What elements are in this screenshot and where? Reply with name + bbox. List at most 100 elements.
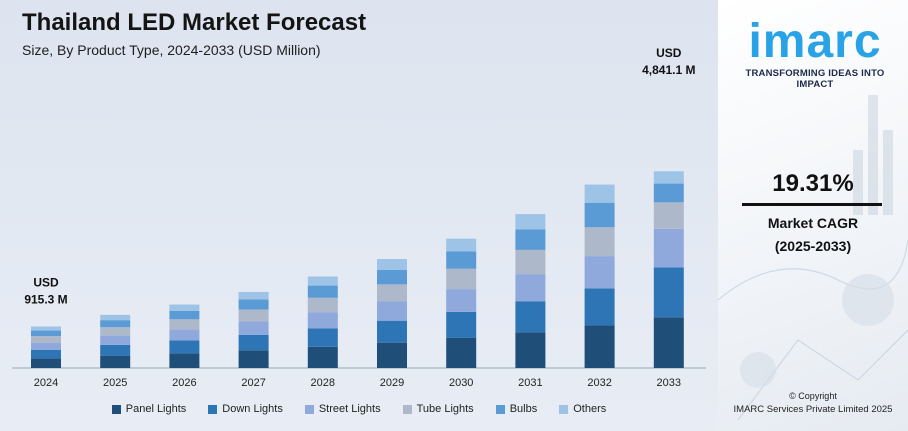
bar-segment-2032-others (584, 184, 615, 203)
total-annotation-2033: USD (656, 46, 682, 60)
bar-segment-2029-street-lights (377, 301, 407, 321)
legend-item: Down Lights (208, 403, 283, 415)
total-annotation-2024: USD (33, 275, 59, 289)
x-tick-label: 2027 (241, 377, 265, 389)
bar-segment-2028-panel-lights (307, 346, 338, 368)
copyright-text: © Copyright (789, 391, 837, 401)
company-text: IMARC Services Private Limited 2025 (733, 404, 893, 415)
legend-item: Others (559, 403, 606, 415)
total-annotation-2024: 915.3 M (24, 292, 67, 306)
legend-label: Bulbs (509, 403, 538, 415)
x-tick-label: 2024 (34, 377, 58, 389)
legend-swatch (208, 404, 218, 414)
bar-segment-2026-others (169, 304, 200, 311)
bar-segment-2031-others (515, 214, 546, 230)
legend-swatch (304, 404, 314, 414)
bar-segment-2030-bulbs (446, 251, 477, 269)
cagr-value: 19.31% (772, 170, 854, 197)
chart-title: Thailand LED Market Forecast (22, 9, 367, 36)
bar-segment-2029-bulbs (377, 269, 407, 285)
bar-segment-2031-down-lights (515, 301, 546, 333)
bar-segment-2027-others (238, 291, 269, 300)
bar-segment-2030-down-lights (446, 311, 477, 338)
legend-label: Others (573, 403, 607, 415)
bar-segment-2031-bulbs (515, 229, 546, 250)
bar-segment-2028-others (307, 276, 338, 286)
bar-segment-2026-bulbs (169, 310, 200, 320)
legend-swatch (559, 404, 569, 414)
bar-segment-2033-tube-lights (653, 202, 684, 229)
legend-swatch (402, 404, 412, 414)
cagr-period: (2025-2033) (774, 238, 852, 254)
legend-label: Panel Lights (125, 403, 187, 415)
chart-legend: Panel Lights Down Lights Street Lights Tube… (0, 403, 718, 415)
x-tick-label: 2028 (311, 377, 335, 389)
x-tick-label: 2026 (172, 377, 196, 389)
total-annotation-2033: 4,841.1 M (642, 63, 695, 77)
bar-segment-2025-down-lights (100, 344, 131, 356)
bar-segment-2033-street-lights (653, 228, 684, 268)
bar-segment-2032-panel-lights (584, 325, 615, 368)
bar-segment-2025-tube-lights (100, 327, 131, 336)
bar-segment-2024-bulbs (31, 330, 61, 337)
bar-segment-2025-street-lights (100, 335, 131, 345)
legend-label: Street Lights (318, 403, 381, 415)
bar-segment-2033-down-lights (653, 267, 684, 318)
chart-panel: Thailand LED Market Forecast Size, By Pr… (0, 0, 718, 431)
x-tick-label: 2030 (449, 377, 473, 389)
bar-segment-2026-panel-lights (169, 353, 200, 368)
bar-segment-2025-panel-lights (100, 355, 131, 368)
bar-segment-2027-bulbs (238, 299, 269, 310)
bar-segment-2030-street-lights (446, 289, 477, 312)
bar-segment-2028-down-lights (307, 328, 338, 347)
bar-segment-2026-tube-lights (169, 319, 200, 330)
cagr-label: Market CAGR (767, 215, 859, 231)
bar-segment-2033-panel-lights (653, 317, 684, 368)
x-tick-label: 2031 (518, 377, 542, 389)
bar-segment-2024-others (31, 326, 61, 331)
bar-segment-2032-down-lights (584, 288, 615, 326)
legend-swatch (495, 404, 505, 414)
logo-tagline: TRANSFORMING IDEAS INTO IMPACT (745, 68, 885, 90)
bar-segment-2033-bulbs (653, 183, 684, 203)
stacked-bar-chart: 2024 2025 2026 2027 2028 2029 2030 2031 2032 2033… (12, 46, 706, 389)
bar-segment-2031-street-lights (515, 274, 546, 302)
bar-segment-2024-tube-lights (31, 336, 61, 343)
bar-segment-2029-panel-lights (377, 342, 407, 368)
bar-segment-2026-street-lights (169, 329, 200, 341)
bar-segment-2032-tube-lights (584, 227, 615, 257)
bar-segment-2025-others (100, 314, 131, 321)
bar-segment-2026-down-lights (169, 340, 200, 354)
bar-segment-2032-bulbs (584, 202, 615, 228)
bar-segment-2028-tube-lights (307, 297, 338, 313)
bar-segment-2033-others (653, 171, 684, 184)
bar-segment-2029-others (377, 259, 407, 270)
legend-label: Down Lights (222, 403, 283, 415)
logo-wordmark: imarc (748, 15, 882, 68)
bar-segment-2028-street-lights (307, 312, 338, 329)
legend-item: Panel Lights (111, 403, 187, 415)
imarc-logo: imarc TRANSFORMING IDEAS INTO IMPACT (730, 15, 900, 91)
bar-segment-2024-down-lights (31, 349, 61, 359)
bar-segment-2024-panel-lights (31, 358, 61, 368)
legend-label: Tube Lights (416, 403, 474, 415)
bar-segment-2027-street-lights (238, 321, 269, 335)
bar-segment-2024-street-lights (31, 342, 61, 350)
legend-item: Bulbs (495, 403, 538, 415)
background-decoration (718, 95, 908, 421)
bar-segment-2029-down-lights (377, 320, 407, 343)
bar-segment-2031-panel-lights (515, 332, 546, 368)
bar-segment-2030-panel-lights (446, 337, 477, 368)
x-tick-label: 2032 (587, 377, 611, 389)
bar-segment-2025-bulbs (100, 320, 131, 328)
legend-swatch (111, 404, 121, 414)
legend-item: Street Lights (304, 403, 381, 415)
bar-segment-2031-tube-lights (515, 249, 546, 275)
x-tick-label: 2025 (103, 377, 127, 389)
bar-segment-2027-tube-lights (238, 309, 269, 322)
x-tick-label: 2033 (657, 377, 681, 389)
bar-segment-2028-bulbs (307, 285, 338, 298)
bar-segment-2029-tube-lights (377, 284, 407, 302)
chart-subtitle: Size, By Product Type, 2024-2033 (USD Mi… (22, 42, 321, 58)
cagr-divider (742, 203, 882, 206)
